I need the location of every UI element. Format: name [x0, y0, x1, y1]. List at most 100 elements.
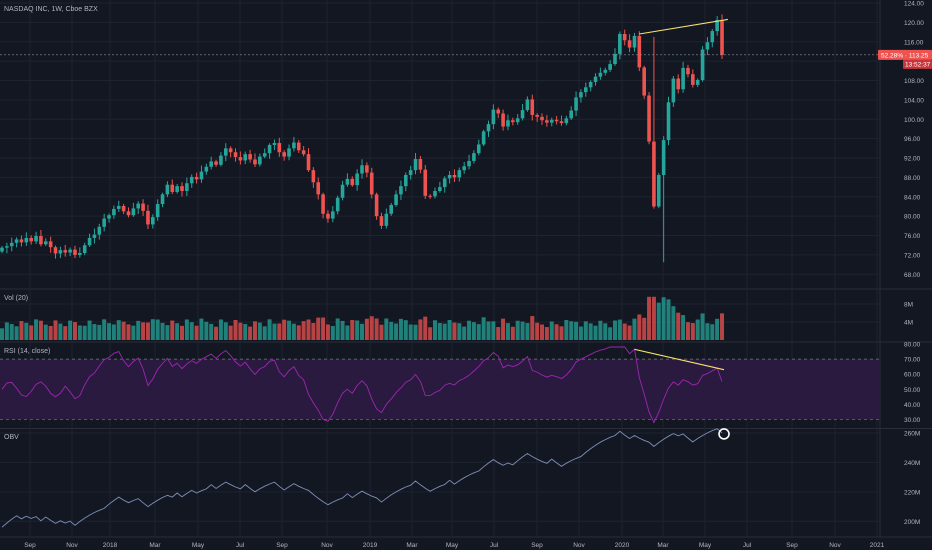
candle-body[interactable]: [579, 92, 583, 98]
candle-body[interactable]: [394, 194, 398, 206]
candle-body[interactable]: [296, 142, 301, 151]
candle-body[interactable]: [418, 159, 423, 170]
candle-body[interactable]: [204, 166, 209, 172]
candle-body[interactable]: [452, 174, 457, 178]
candle-body[interactable]: [379, 216, 384, 226]
candle-body[interactable]: [185, 183, 189, 191]
candle-body[interactable]: [194, 176, 199, 180]
candle-body[interactable]: [112, 208, 116, 216]
candle-body[interactable]: [292, 142, 296, 149]
candle-body[interactable]: [34, 236, 38, 242]
candle-body[interactable]: [9, 242, 14, 247]
candle-body[interactable]: [19, 239, 24, 243]
candle-body[interactable]: [340, 184, 345, 198]
price-trendline[interactable]: [639, 18, 728, 35]
candle-body[interactable]: [666, 102, 671, 141]
candle-body[interactable]: [243, 154, 248, 161]
candle-body[interactable]: [618, 34, 622, 54]
candle-body[interactable]: [472, 153, 476, 161]
candle-body[interactable]: [695, 80, 700, 85]
candle-body[interactable]: [486, 124, 491, 132]
candle-body[interactable]: [48, 241, 53, 248]
candle-body[interactable]: [540, 116, 544, 121]
candle-body[interactable]: [501, 113, 505, 127]
candle-body[interactable]: [219, 155, 223, 165]
candle-body[interactable]: [0, 247, 4, 252]
candle-body[interactable]: [316, 182, 321, 195]
candle-body[interactable]: [277, 143, 282, 153]
candle-body[interactable]: [423, 169, 428, 196]
candle-body[interactable]: [282, 152, 286, 157]
candle-body[interactable]: [141, 203, 145, 211]
candle-body[interactable]: [467, 160, 471, 167]
candle-body[interactable]: [384, 213, 389, 226]
candle-body[interactable]: [39, 236, 43, 245]
candle-body[interactable]: [637, 35, 642, 68]
candle-body[interactable]: [306, 154, 311, 171]
candle-body[interactable]: [331, 211, 335, 219]
candle-body[interactable]: [301, 150, 306, 155]
candle-body[interactable]: [170, 184, 175, 192]
candle-body[interactable]: [228, 148, 233, 153]
candle-body[interactable]: [131, 208, 136, 216]
candle-body[interactable]: [102, 218, 106, 227]
candle-body[interactable]: [5, 246, 9, 248]
candle-body[interactable]: [43, 241, 48, 245]
candle-body[interactable]: [399, 186, 403, 195]
candle-body[interactable]: [389, 205, 393, 214]
candle-body[interactable]: [642, 67, 646, 96]
candle-body[interactable]: [574, 97, 578, 111]
candle-body[interactable]: [715, 19, 719, 32]
candle-body[interactable]: [360, 165, 364, 174]
candle-body[interactable]: [253, 159, 257, 165]
candle-body[interactable]: [564, 118, 569, 124]
candle-body[interactable]: [180, 186, 184, 191]
candle-body[interactable]: [136, 203, 141, 209]
candle-body[interactable]: [433, 190, 437, 197]
candle-body[interactable]: [272, 143, 277, 145]
candle-body[interactable]: [442, 178, 447, 188]
candle-body[interactable]: [126, 211, 131, 216]
candle-body[interactable]: [365, 165, 369, 173]
candle-body[interactable]: [530, 99, 535, 115]
candle-body[interactable]: [403, 174, 408, 187]
candle-body[interactable]: [87, 237, 92, 246]
candle-body[interactable]: [116, 205, 121, 209]
candle-body[interactable]: [82, 245, 87, 253]
candle-body[interactable]: [155, 204, 160, 218]
candle-body[interactable]: [545, 120, 549, 123]
candle-body[interactable]: [520, 110, 525, 119]
candle-body[interactable]: [311, 170, 316, 183]
candle-body[interactable]: [710, 31, 715, 43]
candle-body[interactable]: [681, 67, 685, 90]
candle-body[interactable]: [549, 119, 554, 123]
candle-body[interactable]: [408, 170, 413, 175]
candle-body[interactable]: [58, 250, 63, 254]
candle-body[interactable]: [559, 121, 564, 124]
candle-body[interactable]: [447, 174, 452, 179]
candle-body[interactable]: [233, 152, 238, 158]
candle-body[interactable]: [700, 49, 705, 81]
candle-body[interactable]: [345, 178, 350, 185]
candle-body[interactable]: [671, 78, 676, 103]
candle-body[interactable]: [652, 141, 656, 207]
candle-body[interactable]: [63, 250, 68, 253]
candle-body[interactable]: [686, 67, 690, 75]
candle-body[interactable]: [598, 72, 603, 77]
candle-body[interactable]: [588, 81, 593, 88]
candle-body[interactable]: [160, 194, 165, 205]
candle-body[interactable]: [78, 252, 82, 255]
candle-body[interactable]: [481, 131, 486, 145]
candle-body[interactable]: [321, 194, 325, 214]
candle-body[interactable]: [73, 249, 77, 255]
candle-body[interactable]: [151, 217, 155, 225]
candle-body[interactable]: [175, 186, 179, 192]
candle-body[interactable]: [350, 178, 355, 186]
candle-body[interactable]: [267, 144, 272, 154]
candle-body[interactable]: [457, 170, 462, 178]
candle-body[interactable]: [515, 118, 520, 123]
candle-body[interactable]: [627, 40, 632, 48]
rsi-trendline[interactable]: [634, 348, 725, 371]
candle-body[interactable]: [413, 159, 418, 171]
candle-body[interactable]: [287, 148, 291, 157]
